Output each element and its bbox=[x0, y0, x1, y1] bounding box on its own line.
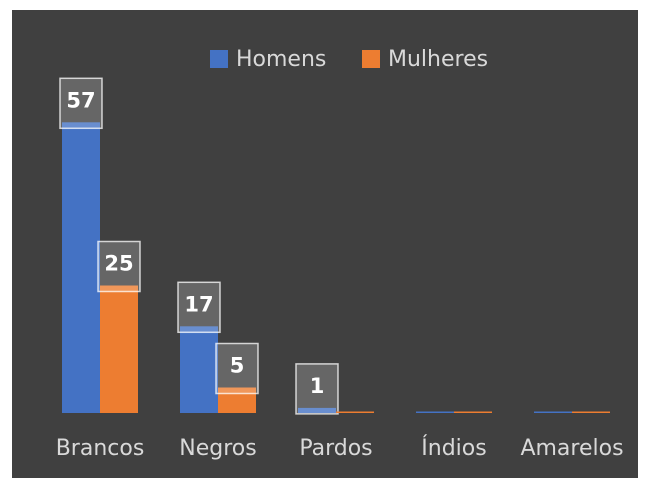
data-label-box bbox=[177, 281, 221, 334]
legend-label: Homens bbox=[236, 47, 326, 72]
legend-label: Mulheres bbox=[388, 47, 488, 72]
x-tick-label: Negros bbox=[179, 436, 256, 461]
data-label-box bbox=[215, 342, 259, 395]
data-label: 17 bbox=[184, 292, 213, 316]
data-label: 25 bbox=[104, 252, 133, 276]
bar bbox=[454, 411, 492, 413]
bar bbox=[336, 411, 374, 413]
bar bbox=[416, 411, 454, 413]
data-label-box bbox=[59, 77, 103, 130]
data-label: 5 bbox=[230, 354, 245, 378]
data-label: 1 bbox=[310, 374, 325, 398]
bar bbox=[572, 411, 610, 413]
bar bbox=[298, 407, 336, 413]
x-tick-label: Índios bbox=[421, 435, 486, 461]
data-label-box bbox=[97, 240, 141, 293]
x-tick-label: Amarelos bbox=[520, 436, 623, 461]
x-tick-label: Brancos bbox=[56, 436, 145, 461]
data-label-box bbox=[295, 363, 339, 415]
bar bbox=[100, 285, 138, 413]
bar bbox=[62, 122, 100, 414]
data-label: 57 bbox=[66, 88, 95, 112]
bar bbox=[180, 326, 218, 413]
bar bbox=[218, 387, 256, 413]
bar bbox=[534, 411, 572, 413]
legend-swatch bbox=[362, 50, 380, 68]
legend-swatch bbox=[210, 50, 228, 68]
x-tick-label: Pardos bbox=[299, 436, 372, 461]
